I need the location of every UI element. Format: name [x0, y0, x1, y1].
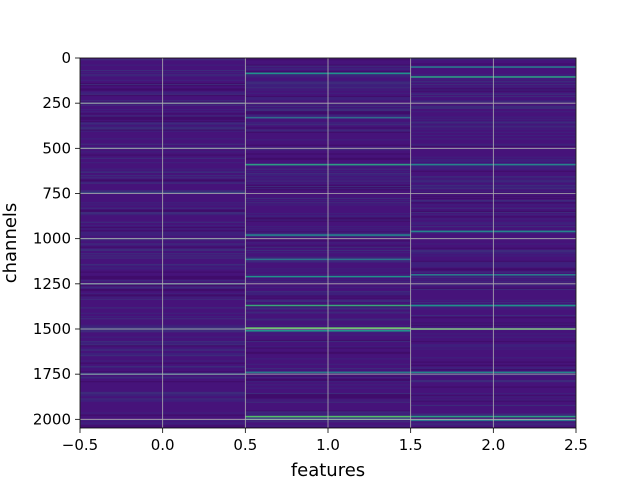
x-axis-ticks: −0.5 0.0 0.5 1.0 1.5 2.0 2.5 [62, 428, 588, 454]
x-tick-label: 0.5 [233, 436, 257, 454]
x-tick-label: 2.0 [481, 436, 505, 454]
y-tick-label: 1250 [33, 275, 71, 293]
x-tick-label: 1.5 [399, 436, 423, 454]
grid-lines [80, 58, 576, 428]
x-tick-label: 1.0 [316, 436, 340, 454]
y-tick-label: 750 [42, 184, 71, 202]
y-tick-label: 500 [42, 139, 71, 157]
y-tick-label: 0 [61, 49, 71, 67]
plot-area [80, 58, 576, 428]
y-tick-label: 1000 [33, 230, 71, 248]
x-axis-label: features [291, 460, 365, 480]
y-axis-label: channels [0, 203, 21, 284]
y-tick-label: 250 [42, 94, 71, 112]
x-tick-label: −0.5 [62, 436, 98, 454]
y-tick-label: 1750 [33, 365, 71, 383]
y-tick-label: 2000 [33, 410, 71, 428]
x-tick-label: 2.5 [564, 436, 588, 454]
x-tick-label: 0.0 [151, 436, 175, 454]
y-axis-ticks: 0 250 500 750 1000 1250 1500 1750 2000 [33, 49, 80, 428]
y-tick-label: 1500 [33, 320, 71, 338]
